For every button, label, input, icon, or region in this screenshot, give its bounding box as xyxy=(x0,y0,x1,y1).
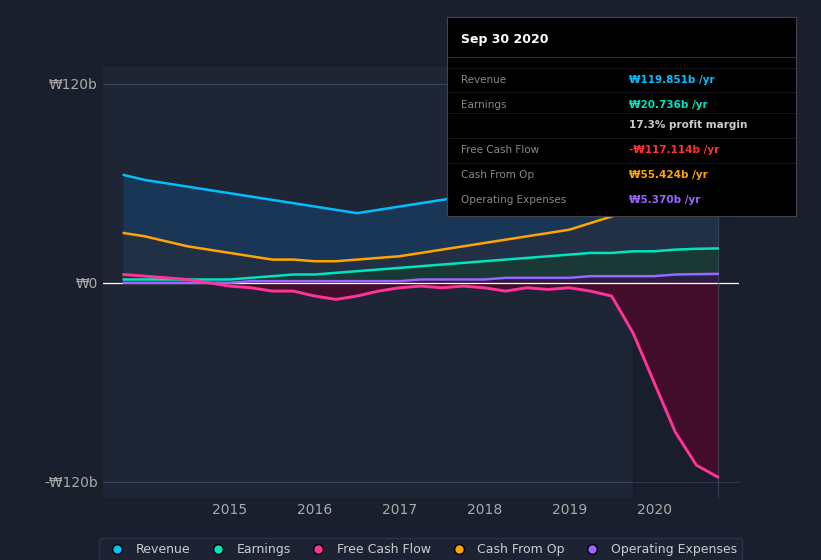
Text: Operating Expenses: Operating Expenses xyxy=(461,195,566,205)
Text: Earnings: Earnings xyxy=(461,100,507,110)
Text: Sep 30 2020: Sep 30 2020 xyxy=(461,32,549,46)
Text: ₩5.370b /yr: ₩5.370b /yr xyxy=(629,195,700,205)
Text: Free Cash Flow: Free Cash Flow xyxy=(461,145,539,155)
Text: Cash From Op: Cash From Op xyxy=(461,170,534,180)
Text: ₩55.424b /yr: ₩55.424b /yr xyxy=(629,170,708,180)
Text: Revenue: Revenue xyxy=(461,76,507,86)
Bar xyxy=(633,67,743,498)
Text: ₩20.736b /yr: ₩20.736b /yr xyxy=(629,100,708,110)
Text: -₩117.114b /yr: -₩117.114b /yr xyxy=(629,145,719,155)
Text: 17.3% profit margin: 17.3% profit margin xyxy=(629,120,747,130)
Text: ₩119.851b /yr: ₩119.851b /yr xyxy=(629,76,714,86)
Legend: Revenue, Earnings, Free Cash Flow, Cash From Op, Operating Expenses: Revenue, Earnings, Free Cash Flow, Cash … xyxy=(99,538,742,560)
